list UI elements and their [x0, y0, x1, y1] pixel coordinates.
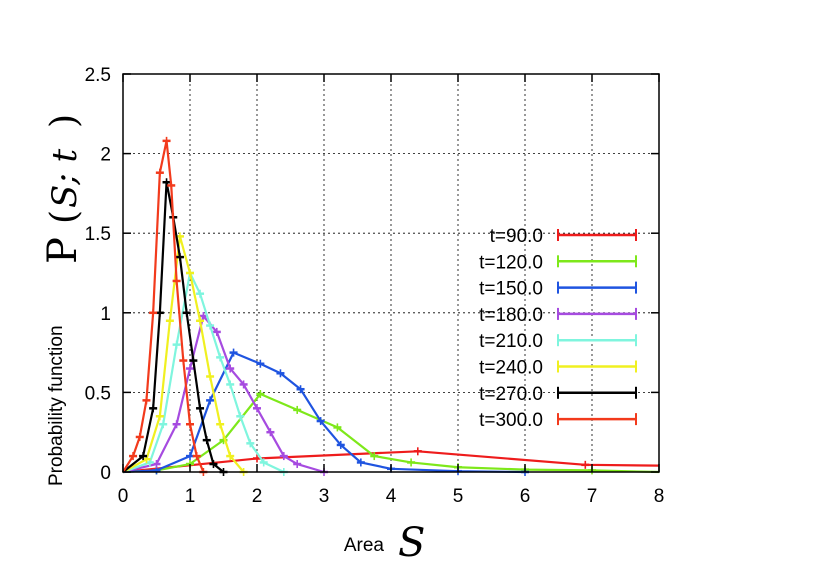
y-axis-label-open-paren: (	[44, 210, 85, 224]
legend-entry: t=270.0	[479, 384, 637, 405]
legend-entry: t=300.0	[479, 410, 637, 431]
grid-lines	[123, 74, 659, 472]
series-t-120-0	[122, 389, 660, 475]
y-tick-label: 0.5	[85, 383, 111, 404]
y-tick-label: 1.5	[85, 224, 111, 245]
y-axis-label-word: Probability function	[46, 325, 67, 486]
x-axis-label-symbol: S	[398, 520, 425, 566]
y-axis-label: Probability function P ( S; t )	[40, 114, 86, 486]
legend-entry: t=210.0	[479, 331, 637, 352]
y-axis-label-close-paren: )	[44, 114, 85, 128]
x-axis-label-word: Area	[344, 535, 385, 556]
x-tick-label: 3	[319, 486, 330, 507]
axis-ticks: 0 1 2 3 4 5 6 7 8 0 0.5 1 1.5 2 2.5	[85, 65, 665, 507]
legend-label: t=180.0	[479, 305, 543, 326]
legend-label: t=90.0	[490, 226, 543, 247]
x-tick-label: 8	[654, 486, 665, 507]
legend-entry: t=120.0	[479, 252, 637, 273]
legend-label: t=300.0	[479, 410, 543, 431]
legend-label: t=240.0	[479, 358, 543, 379]
x-tick-label: 0	[118, 486, 129, 507]
y-tick-label: 1	[100, 304, 111, 325]
x-tick-label: 1	[185, 486, 196, 507]
legend-label: t=150.0	[479, 279, 543, 300]
legend-label: t=210.0	[479, 331, 543, 352]
y-axis-label-p: P	[40, 237, 86, 264]
legend-label: t=270.0	[479, 384, 543, 405]
series-line	[122, 351, 526, 474]
x-tick-label: 7	[587, 486, 598, 507]
x-tick-label: 6	[520, 486, 531, 507]
y-axis-label-args: S; t	[45, 148, 85, 208]
legend-entry: t=180.0	[479, 305, 637, 326]
legend-entry: t=240.0	[479, 358, 637, 379]
legend: t=90.0 t=120.0 t=150.0 t=180.0 t=210.0 t=240.…	[479, 226, 637, 431]
legend-label: t=120.0	[479, 252, 543, 273]
plot-frame	[122, 73, 660, 473]
x-tick-label: 2	[252, 486, 263, 507]
y-tick-label: 2.5	[85, 65, 111, 86]
x-tick-label: 5	[453, 486, 464, 507]
y-tick-label: 2	[100, 145, 111, 166]
legend-entry: t=150.0	[479, 279, 637, 300]
x-tick-label: 4	[386, 486, 397, 507]
legend-entry: t=90.0	[490, 226, 637, 247]
series-t-240-0	[122, 232, 248, 476]
y-tick-label: 0	[100, 463, 111, 484]
